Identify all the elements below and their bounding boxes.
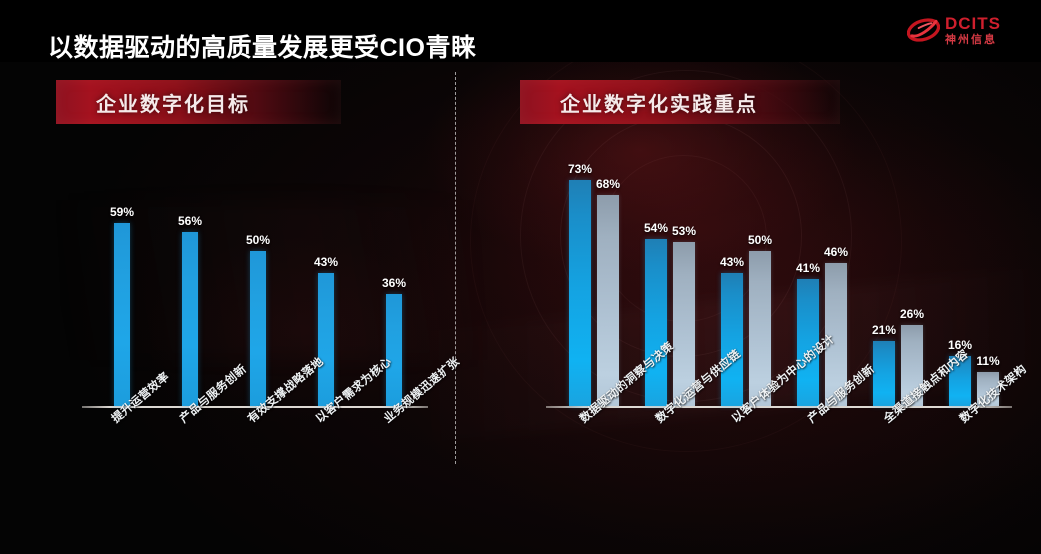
- section-header-right-label: 企业数字化实践重点: [560, 93, 758, 116]
- bar: [386, 294, 402, 406]
- bar-value-label: 11%: [976, 353, 1000, 368]
- bar-wrap: 50%: [748, 233, 772, 406]
- bar-value-label: 36%: [381, 276, 407, 291]
- bar-value-label: 53%: [671, 223, 697, 238]
- bar-group: 59%: [88, 205, 156, 406]
- bar-wrap: 73%: [568, 162, 592, 406]
- bar-value-label: 41%: [795, 260, 821, 275]
- panel-digital-goals: 企业数字化目标 59% 56% 50% 43% 36% 提升运营效率 产品与服务创新 有效支…: [56, 80, 462, 512]
- plot-area-right: 73% 68% 54% 53% 43% 50% 41% 46% 21% 26% 16% 11%: [520, 152, 1020, 408]
- bar-wrap: 53%: [672, 224, 696, 406]
- bar-group: 36%: [360, 276, 428, 406]
- brand-logo: DCITS 神州信息: [907, 8, 1019, 52]
- bar-group: 43% 50%: [708, 233, 784, 406]
- bar-value-label: 59%: [109, 205, 135, 220]
- section-header-left: 企业数字化目标: [56, 80, 341, 124]
- bar-value-label: 73%: [567, 161, 593, 176]
- bar-wrap: 68%: [596, 177, 620, 406]
- bar-wrap: 43%: [720, 255, 744, 406]
- center-divider: [455, 72, 456, 464]
- plot-area-left: 59% 56% 50% 43% 36%: [56, 152, 436, 408]
- bar-value-label: 50%: [245, 233, 271, 247]
- panel-practice-focus: 企业数字化实践重点 73% 68% 54% 53% 43% 50% 41% 46% 21% 26%…: [520, 80, 1029, 545]
- bar-wrap: 43%: [314, 255, 338, 406]
- chart-digital-goals: 59% 56% 50% 43% 36% 提升运营效率 产品与服务创新 有效支撑战略落地 以客户…: [56, 152, 462, 512]
- bar-value-label: 43%: [313, 254, 339, 269]
- bar-group: 73% 68%: [556, 162, 632, 406]
- section-header-right: 企业数字化实践重点: [520, 80, 840, 124]
- bar-wrap: 41%: [796, 261, 820, 406]
- bar-value-label: 50%: [747, 233, 773, 247]
- bar: [673, 241, 695, 406]
- bar-wrap: 16%: [948, 338, 972, 406]
- x-axis-line: [546, 406, 1012, 408]
- bar-wrap: 26%: [900, 307, 924, 406]
- bar-group: 16% 11%: [936, 338, 1012, 406]
- bar-wrap: 54%: [644, 221, 668, 406]
- bar-value-label: 16%: [947, 338, 973, 353]
- bar: [873, 340, 895, 406]
- bar: [182, 232, 198, 406]
- bar-value-label: 21%: [871, 322, 897, 337]
- bar: [645, 238, 667, 406]
- bar: [597, 195, 619, 406]
- bar-value-label: 56%: [177, 214, 203, 229]
- bar-wrap: 50%: [246, 233, 270, 406]
- bar: [901, 325, 923, 406]
- bar-value-label: 54%: [643, 220, 669, 235]
- page-title: 以数据驱动的高质量发展更受CIO青睐: [48, 33, 477, 62]
- bar: [318, 272, 334, 406]
- bar: [825, 263, 847, 406]
- bar: [569, 179, 591, 406]
- bar-wrap: 36%: [382, 276, 406, 406]
- chart-practice-focus: 73% 68% 54% 53% 43% 50% 41% 46% 21% 26% 16% 11% 数据驱…: [520, 152, 1029, 512]
- bar-wrap: 59%: [110, 205, 134, 406]
- brand-name-cn: 神州信息: [945, 33, 997, 46]
- bar: [114, 223, 130, 406]
- bar-group: 50%: [224, 233, 292, 406]
- bar-group: 41% 46%: [784, 245, 860, 406]
- bar-wrap: 11%: [976, 354, 1000, 406]
- bar: [949, 356, 971, 406]
- bar-value-label: 46%: [823, 245, 849, 260]
- bar-wrap: 56%: [178, 214, 202, 406]
- x-axis-labels-left: 提升运营效率 产品与服务创新 有效支撑战略落地 以客户需求为核心 业务规模迅速扩张: [56, 356, 462, 510]
- bar: [797, 278, 819, 406]
- bar-group: 54% 53%: [632, 221, 708, 406]
- swoosh-logo-icon: [907, 18, 940, 42]
- bar: [721, 272, 743, 406]
- bar: [250, 251, 266, 406]
- section-header-left-label: 企业数字化目标: [96, 93, 250, 116]
- bar-wrap: 21%: [872, 323, 896, 406]
- bar-group: 43%: [292, 255, 360, 406]
- bar-group: 21% 26%: [860, 307, 936, 406]
- bar-value-label: 68%: [595, 177, 621, 192]
- bar-value-label: 26%: [899, 307, 925, 322]
- bar-value-label: 43%: [719, 254, 745, 269]
- bar: [749, 251, 771, 406]
- bar-wrap: 46%: [824, 245, 848, 406]
- bar: [977, 371, 999, 406]
- x-axis-labels-right: 数据驱动的洞察与决策 数字化运营与供应链 以客户体验为中心的设计 产品与服务创新 全渠道…: [520, 333, 1029, 510]
- x-axis-line: [82, 406, 428, 408]
- bar-group: 56%: [156, 214, 224, 406]
- brand-name-en: DCITS: [945, 13, 1001, 33]
